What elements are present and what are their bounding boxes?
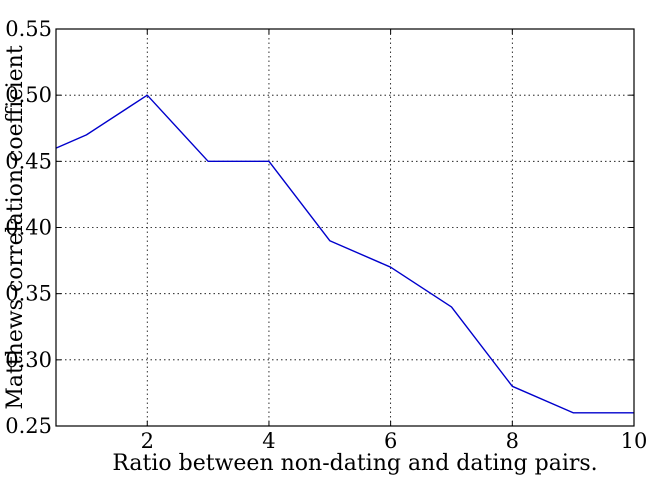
x-tick-labels: 2 4 6 8 10 (141, 429, 648, 453)
plot-frame (55, 28, 635, 427)
y-tick-label: 0.45 (5, 149, 52, 173)
x-axis-label: Ratio between non-dating and dating pair… (112, 451, 597, 476)
y-tick-labels: 0.25 0.30 0.35 0.40 0.45 0.50 0.55 (5, 17, 52, 438)
grid-lines (56, 29, 634, 426)
x-tick-label: 6 (384, 429, 397, 453)
series-layer (55, 94, 634, 414)
y-tick-label: 0.50 (5, 83, 52, 107)
y-tick-label: 0.40 (5, 216, 52, 240)
y-tick-label: 0.35 (5, 282, 52, 306)
x-tick-label: 8 (506, 429, 519, 453)
series-line (55, 94, 634, 414)
x-tick-label: 10 (621, 429, 648, 453)
y-tick-label: 0.55 (5, 17, 52, 41)
y-tick-label: 0.30 (5, 348, 52, 372)
y-axis-label: Matthews correlation coefficient (3, 45, 28, 409)
x-tick-label: 4 (262, 429, 275, 453)
y-tick-label: 0.25 (5, 414, 52, 438)
x-tick-label: 2 (141, 429, 154, 453)
